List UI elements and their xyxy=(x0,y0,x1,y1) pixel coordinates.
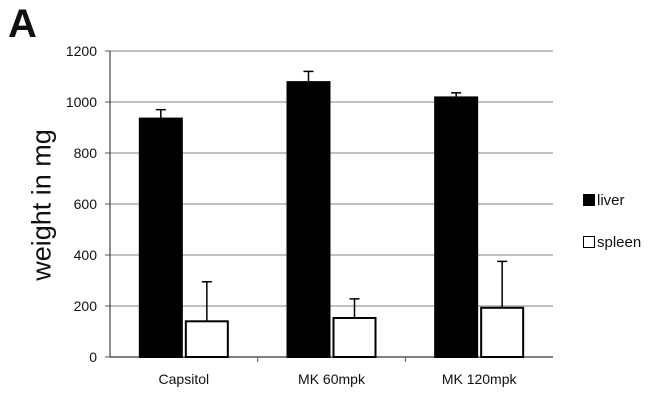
bar-spleen-2 xyxy=(480,306,525,359)
bar-liver-1 xyxy=(286,81,331,359)
y-tick-label-600: 600 xyxy=(74,196,98,212)
legend-label-spleen: spleen xyxy=(597,233,642,251)
x-tick-label-1: MK 60mpk xyxy=(298,371,366,387)
y-tick-label-400: 400 xyxy=(74,247,98,263)
bar-spleen-0 xyxy=(184,320,229,358)
legend: liver spleen xyxy=(583,190,641,274)
bar-liver-0 xyxy=(138,117,183,358)
y-tick-label-1200: 1200 xyxy=(66,43,97,59)
legend-item-liver: liver xyxy=(583,190,641,210)
legend-item-spleen: spleen xyxy=(583,232,641,252)
panel-label: A xyxy=(8,2,37,46)
x-tick-label-2: MK 120mpk xyxy=(442,371,518,387)
bar-spleen-1 xyxy=(332,316,377,358)
y-tick-label-1000: 1000 xyxy=(66,94,97,110)
y-tick-label-200: 200 xyxy=(74,298,98,314)
y-tick-label-0: 0 xyxy=(89,349,97,365)
x-tick-label-0: Capsitol xyxy=(159,371,210,387)
y-tick-label-800: 800 xyxy=(74,145,98,161)
bar-liver-2 xyxy=(434,96,479,358)
legend-label-liver: liver xyxy=(597,191,625,209)
legend-swatch-spleen xyxy=(583,236,595,248)
legend-swatch-liver xyxy=(583,194,595,206)
